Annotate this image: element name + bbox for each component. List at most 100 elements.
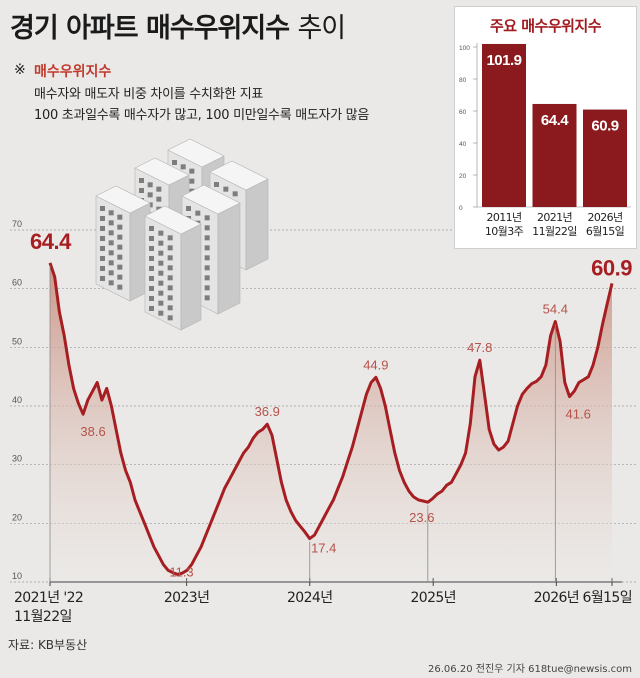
- building-window: [149, 266, 154, 271]
- building-window: [149, 246, 154, 251]
- building-window: [158, 280, 164, 286]
- building-window: [156, 186, 162, 192]
- apartment-buildings-icon: [95, 138, 269, 331]
- data-label: 41.6: [566, 407, 591, 422]
- x-tick-label: 6월15일: [583, 590, 632, 606]
- building-window: [100, 256, 105, 261]
- building-window: [204, 295, 210, 301]
- building-window: [108, 250, 114, 256]
- building-window: [117, 224, 123, 230]
- data-label: 44.9: [363, 357, 388, 372]
- building-window: [232, 191, 238, 197]
- inset-title: 주요 매수우위지수: [489, 17, 602, 35]
- inset-y-tick-label: 60: [459, 109, 467, 116]
- y-tick-label: 70: [12, 219, 22, 229]
- building-window: [158, 310, 164, 316]
- building-window: [204, 235, 210, 241]
- data-label: 60.9: [591, 255, 632, 280]
- inset-y-tick-label: 80: [459, 77, 467, 84]
- building-window: [204, 265, 210, 271]
- inset-category-label: 11월22일: [532, 224, 577, 238]
- building-window: [117, 244, 123, 250]
- building-window: [100, 236, 105, 241]
- building-window: [204, 275, 210, 281]
- building-window: [117, 274, 123, 280]
- building-right-face: [217, 202, 241, 315]
- building-right-face: [245, 178, 269, 271]
- building-block: [95, 185, 151, 302]
- building-window: [100, 226, 105, 231]
- title-bold: 경기 아파트 매수우위지수: [10, 13, 290, 44]
- building-window: [149, 296, 154, 301]
- source-label: 자료: KB부동산: [8, 638, 88, 652]
- building-window: [204, 245, 210, 251]
- x-tick-label: 2025년: [410, 590, 456, 606]
- building-window: [149, 286, 154, 291]
- data-label: 17.4: [311, 541, 336, 556]
- inset-bar-value: 64.4: [541, 112, 569, 129]
- building-window: [167, 275, 173, 281]
- building-window: [204, 215, 210, 221]
- building-window: [108, 270, 114, 276]
- data-label: 11.3: [169, 564, 193, 579]
- building-roof: [95, 185, 151, 214]
- y-tick-label: 50: [12, 336, 22, 346]
- building-window: [158, 230, 164, 236]
- data-label: 47.8: [467, 340, 492, 355]
- x-tick-label: 2021년 '22: [14, 590, 83, 606]
- x-tick-label: 2026년: [534, 590, 580, 606]
- building-window: [149, 306, 154, 311]
- inset-category-label: 2026년: [587, 211, 622, 224]
- series-line: [48, 262, 614, 576]
- building-roof: [181, 184, 241, 215]
- building-window: [172, 160, 177, 165]
- note-line-2: 100 초과일수록 매수자가 많고, 100 미만일수록 매도자가 많음: [34, 108, 370, 123]
- building-window: [204, 285, 210, 291]
- building-window: [180, 164, 186, 170]
- credit-label: 26.06.20 전진우 기자 618tue@newsis.com: [428, 664, 632, 675]
- y-tick-label: 30: [12, 454, 22, 464]
- inset-panel: 주요 매수우위지수 0 20 40 60 80 100 101.9 2011년 10월3주 64.…: [454, 6, 637, 249]
- data-label: 64.4: [30, 229, 72, 254]
- building-window: [108, 220, 114, 226]
- data-label: 54.4: [543, 302, 568, 317]
- building-window: [158, 240, 164, 246]
- building-window: [147, 182, 153, 188]
- building-window: [117, 254, 123, 260]
- note-title: 매수우위지수: [34, 64, 112, 80]
- building-window: [100, 216, 105, 221]
- building-window: [139, 178, 144, 183]
- x-tick-label: 2023년: [164, 590, 210, 606]
- building-window: [167, 315, 173, 321]
- building-window: [158, 260, 164, 266]
- building-window: [108, 260, 114, 266]
- building-window: [117, 264, 123, 270]
- building-window: [149, 256, 154, 261]
- building-window: [117, 214, 123, 220]
- data-label: 36.9: [255, 404, 280, 419]
- area-fill: [50, 262, 612, 582]
- building-window: [204, 255, 210, 261]
- building-window: [158, 300, 164, 306]
- building-window: [186, 206, 191, 211]
- inset-category-label: 10월3주: [485, 225, 524, 238]
- building-roof: [134, 157, 190, 186]
- data-label: 38.6: [80, 424, 105, 439]
- building-window: [100, 206, 105, 211]
- inset-category-label: 2011년: [486, 211, 521, 224]
- y-tick-label: 60: [12, 278, 22, 288]
- inset-category-label: 6월15일: [586, 224, 625, 238]
- building-window: [158, 290, 164, 296]
- building-window: [147, 192, 153, 198]
- building-window: [189, 178, 195, 184]
- building-window: [100, 246, 105, 251]
- y-tick-label: 40: [12, 395, 22, 405]
- inset-y-tick-label: 20: [459, 173, 467, 180]
- x-sublabel: 11월22일: [14, 609, 72, 625]
- y-tick-label: 10: [12, 571, 22, 581]
- note-mark: ※: [14, 62, 26, 78]
- building-window: [117, 284, 123, 290]
- building-window: [167, 285, 173, 291]
